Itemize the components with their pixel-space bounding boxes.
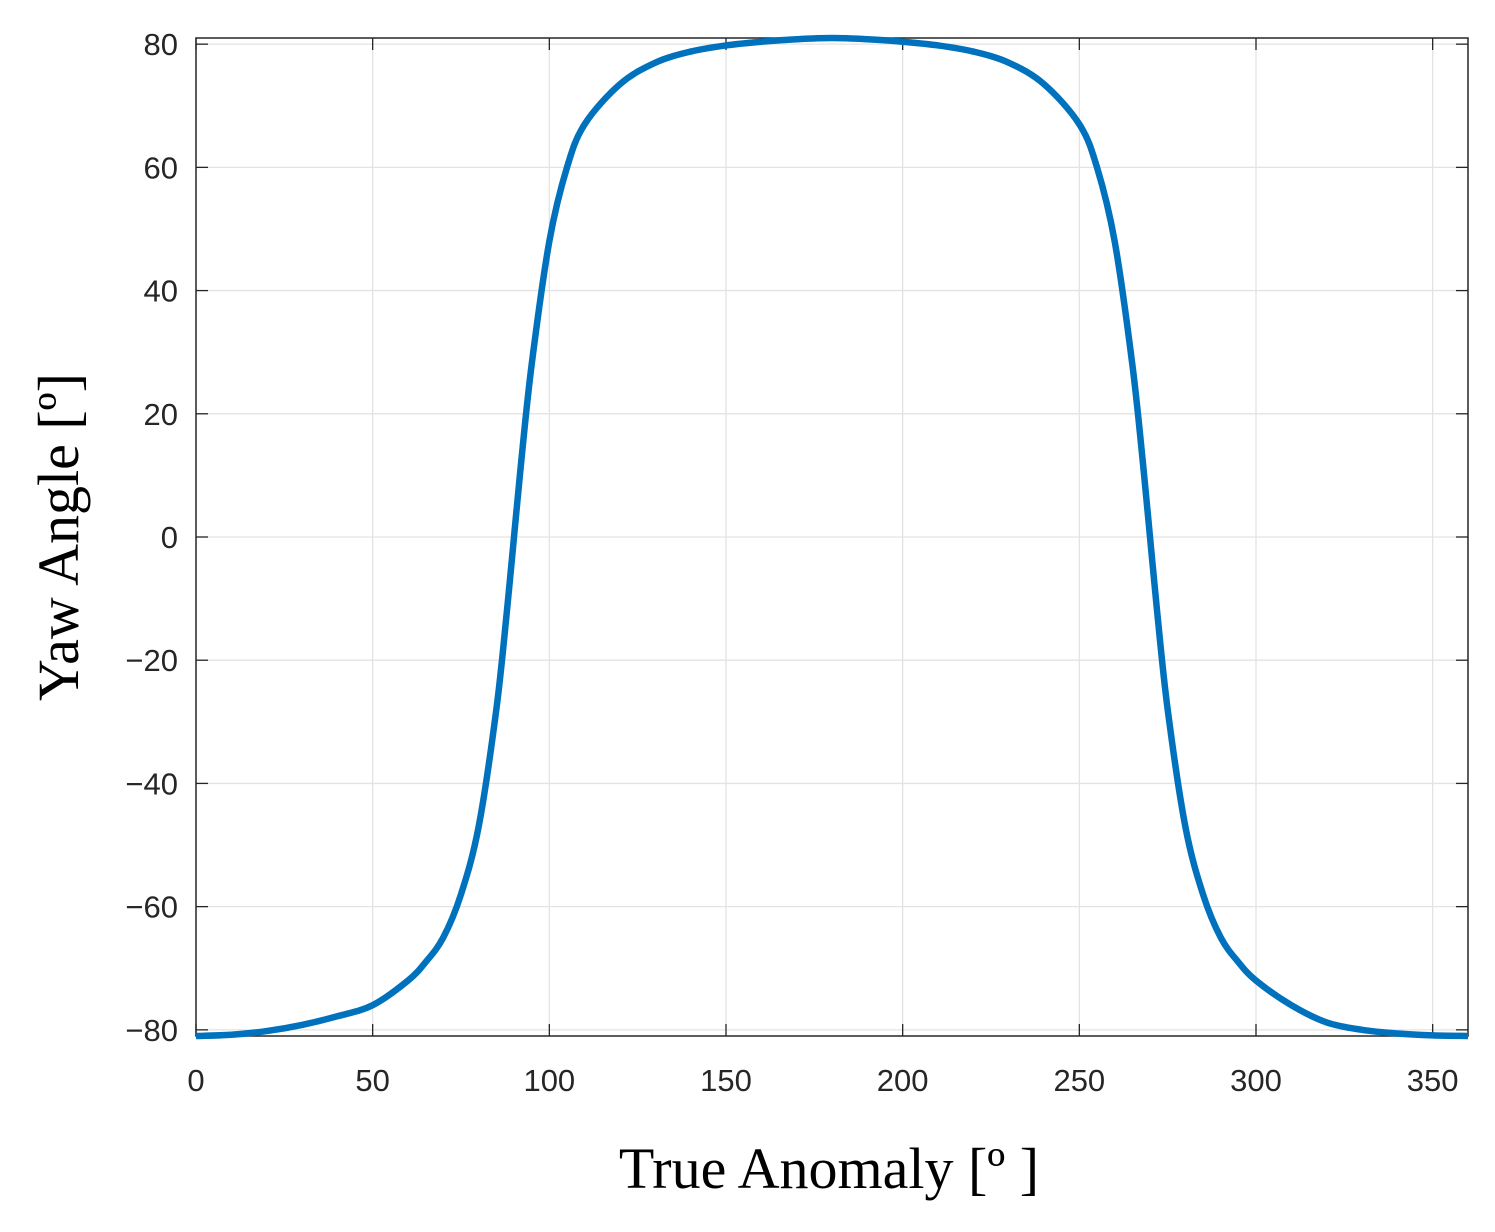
x-tick-labels: 0 50 100 150 200 250 300 350 <box>187 1063 1458 1098</box>
y-tick-label: 60 <box>144 150 178 185</box>
y-tick-label: 80 <box>144 27 178 62</box>
y-tick-label: 40 <box>144 274 178 309</box>
y-axis-label: Yaw Angle [º] <box>26 373 91 701</box>
x-tick-label: 200 <box>877 1063 929 1098</box>
y-tick-labels: −80 −60 −40 −20 0 20 40 60 80 <box>125 27 178 1048</box>
x-tick-label: 100 <box>523 1063 575 1098</box>
tick-marks <box>195 38 1468 1036</box>
series-group <box>195 34 1469 1040</box>
y-tick-label: −40 <box>125 766 178 801</box>
grid-lines <box>196 38 1468 1036</box>
y-tick-label: 20 <box>144 397 178 432</box>
y-tick-label: 0 <box>161 520 178 555</box>
x-axis-label: True Anomaly [º ] <box>619 1136 1039 1201</box>
x-tick-label: 50 <box>355 1063 389 1098</box>
x-tick-label: 350 <box>1407 1063 1459 1098</box>
x-tick-label: 300 <box>1230 1063 1282 1098</box>
y-tick-label: −80 <box>125 1013 178 1048</box>
yaw-angle-series-line <box>195 34 1469 1040</box>
y-tick-label: −20 <box>125 643 178 678</box>
x-tick-label: 150 <box>700 1063 752 1098</box>
y-tick-label: −60 <box>125 890 178 925</box>
x-tick-label: 250 <box>1053 1063 1105 1098</box>
x-tick-label: 0 <box>187 1063 204 1098</box>
